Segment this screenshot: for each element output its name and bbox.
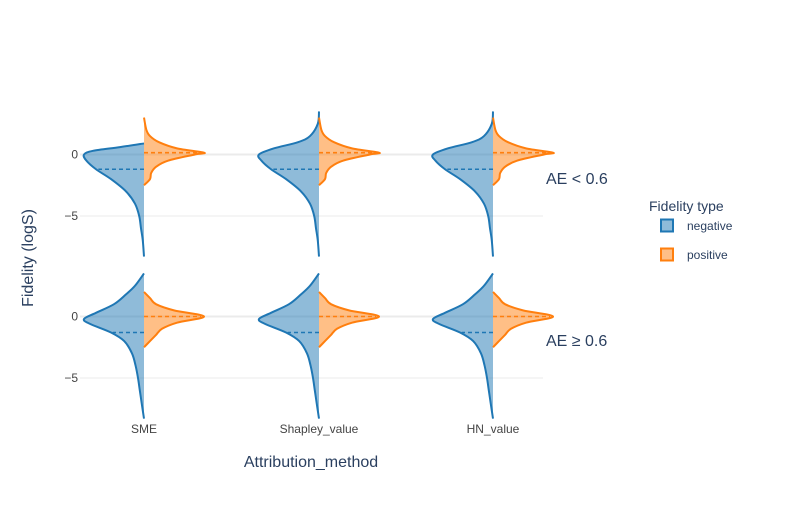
legend-swatch-negative [660,218,674,233]
violin-negative-fill [258,111,319,257]
violin-positive-outline [492,291,555,348]
facet-label-bottom: AE ≥ 0.6 [546,333,607,350]
legend-label-positive: positive [687,248,728,262]
y-tick-label: −5 [64,209,78,223]
violin-negative-outline [257,272,320,419]
violin-positive-fill [319,117,380,186]
violin-negative-fill [258,273,319,419]
violin-negative-fill [432,273,493,419]
violin-positive-outline [318,291,381,348]
x-tick-label: SME [131,422,157,436]
violin-negative-outline [431,111,494,257]
ticks: 0 −5 0 −5 SME Shapley_value HN_value [64,148,519,437]
x-axis-title: Attribution_method [244,454,378,471]
legend-item-negative[interactable]: negative [660,218,733,233]
violin-positive-outline [143,117,206,186]
facet-label-top: AE < 0.6 [546,171,608,188]
violin-negative-outline [82,142,145,257]
violin-negative-outline [257,111,320,257]
violin-positive-fill [493,117,554,186]
violin-negative-fill [83,143,144,257]
legend-title: Fidelity type [649,198,724,214]
violin-positive-outline [492,117,555,186]
violin-negative-fill [83,273,144,419]
y-axis-title: Fidelity (logS) [20,209,37,307]
violin-negative-outline [431,272,494,419]
violin-negative-outline [82,272,145,419]
x-tick-label: HN_value [467,422,520,436]
y-tick-label: 0 [71,148,78,162]
legend-swatch-positive [660,247,674,262]
legend-label-negative: negative [687,219,733,233]
y-tick-label: 0 [71,310,78,324]
violin-positive-outline [318,117,381,186]
violin-positive-outline [143,291,206,348]
legend-item-positive[interactable]: positive [660,247,728,262]
violin-positive-fill [144,117,205,186]
x-tick-label: Shapley_value [280,422,359,436]
legend: Fidelity type negative positive [649,198,733,262]
violin-negative-fill [432,111,493,257]
violins [82,111,555,419]
y-tick-label: −5 [64,371,78,385]
